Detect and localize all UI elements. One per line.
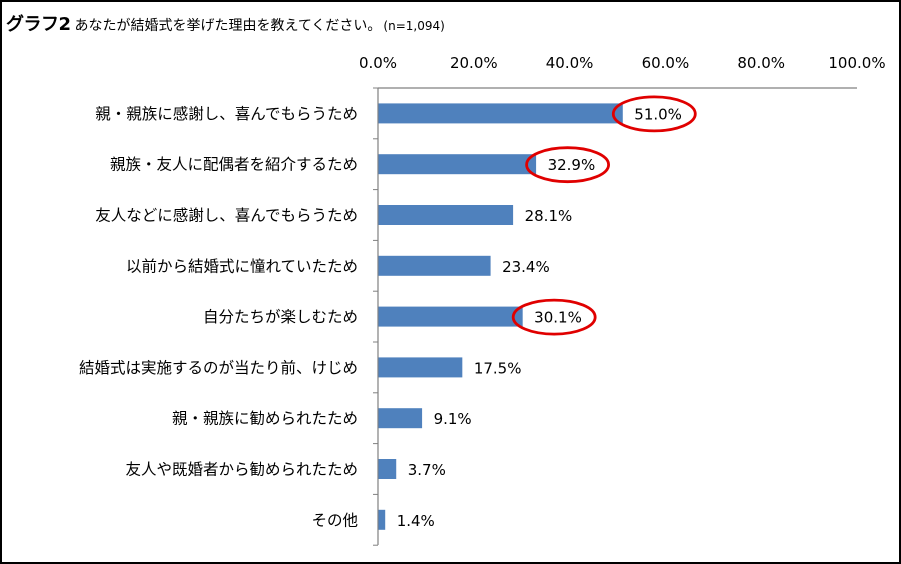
- value-label: 30.1%: [534, 309, 582, 327]
- bar: [378, 154, 537, 175]
- category-label: その他: [311, 511, 358, 529]
- x-tick-label: 60.0%: [642, 54, 690, 72]
- value-label: 51.0%: [634, 105, 682, 123]
- bar: [378, 408, 423, 429]
- highlight-circle: [511, 298, 597, 336]
- category-label: 親・親族に感謝し、喜んでもらうため: [95, 105, 358, 123]
- category-label: 友人や既婚者から勧められたため: [125, 461, 358, 479]
- highlight-circle: [611, 95, 697, 133]
- x-tick-label: 100.0%: [828, 54, 885, 72]
- category-label: 親族・友人に配偶者を紹介するため: [110, 156, 358, 174]
- value-label: 32.9%: [548, 156, 596, 174]
- bar: [378, 509, 386, 530]
- sample-size: (n=1,094): [383, 19, 445, 33]
- category-label: 友人などに感謝し、喜んでもらうため: [95, 207, 358, 225]
- x-tick-label: 80.0%: [737, 54, 785, 72]
- value-label: 3.7%: [408, 461, 446, 479]
- value-label: 23.4%: [502, 258, 550, 276]
- value-label: 1.4%: [397, 512, 435, 530]
- category-label: 親・親族に勧められたため: [172, 410, 358, 428]
- value-label: 9.1%: [434, 410, 472, 428]
- bar: [378, 205, 514, 225]
- bar: [378, 357, 463, 378]
- chart-question: あなたが結婚式を挙げた理由を教えてください。: [74, 18, 382, 34]
- category-label: 自分たちが楽しむため: [203, 308, 358, 326]
- value-label: 17.5%: [474, 359, 522, 377]
- highlight-circle: [525, 146, 610, 184]
- x-tick-label: 20.0%: [450, 54, 498, 72]
- chart-title-main: グラフ2: [6, 14, 71, 35]
- bar: [378, 103, 623, 124]
- category-label: 以前から結婚式に憧れていたため: [126, 257, 358, 275]
- bar: [378, 255, 491, 276]
- category-label: 結婚式は実施するのが当たり前、けじめ: [79, 359, 358, 377]
- bar: [378, 459, 397, 479]
- bar: [378, 306, 523, 327]
- x-tick-label: 40.0%: [546, 54, 594, 72]
- x-tick-label: 0.0%: [359, 54, 397, 72]
- chart-title: グラフ2 あなたが結婚式を挙げた理由を教えてください。 (n=1,094): [6, 10, 445, 36]
- value-label: 28.1%: [525, 207, 573, 225]
